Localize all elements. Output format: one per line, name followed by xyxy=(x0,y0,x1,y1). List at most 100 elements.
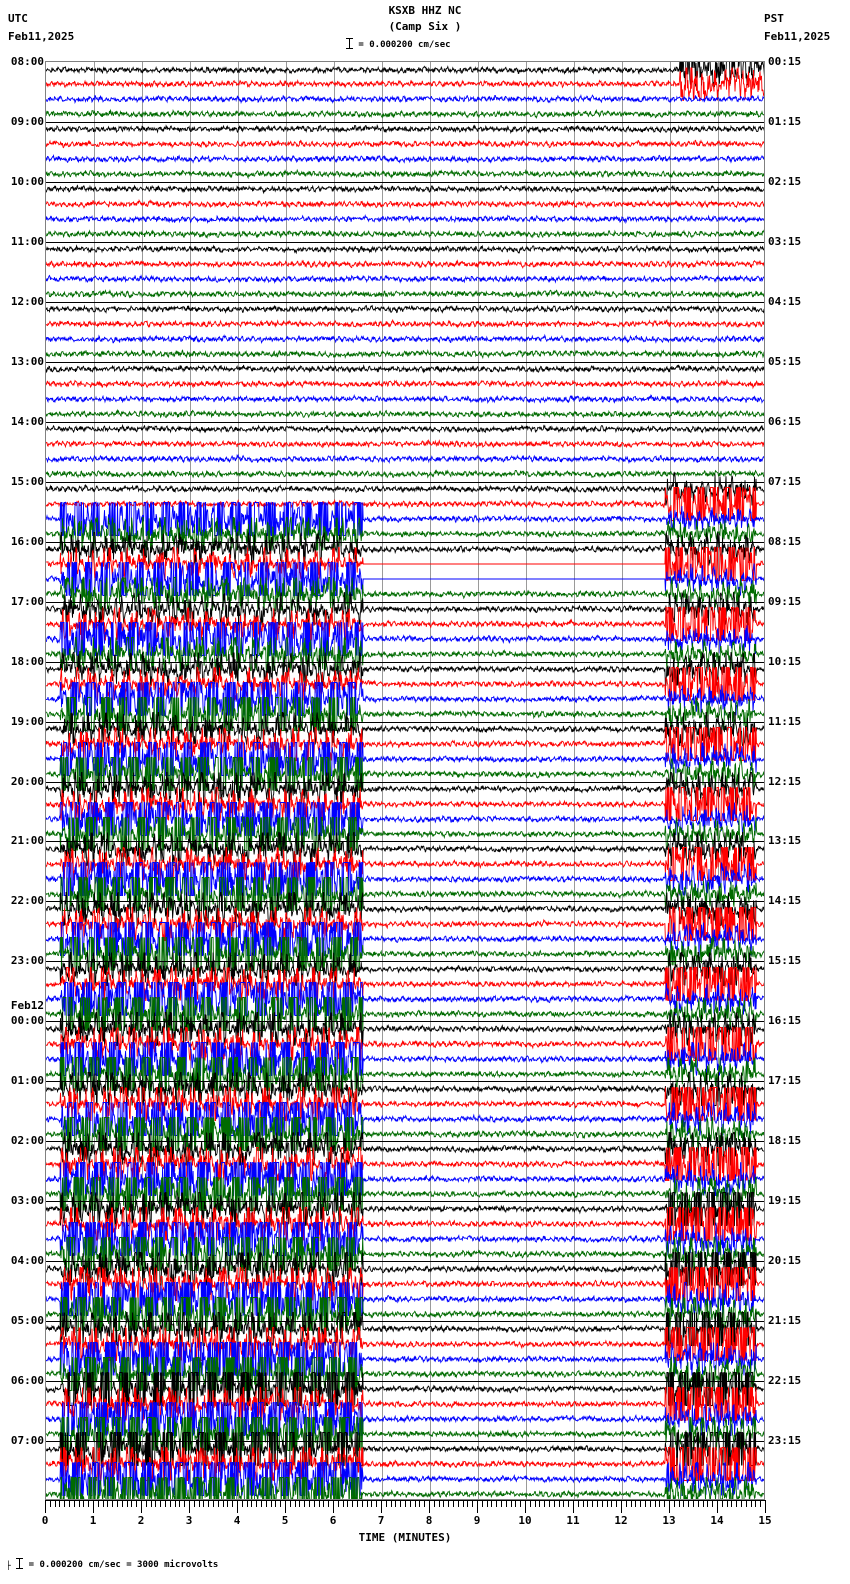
seismogram-trace xyxy=(46,1131,764,1166)
seismogram-trace xyxy=(46,697,764,731)
x-tick-minor xyxy=(453,1500,454,1507)
left-hour-label: 07:00 xyxy=(10,1434,44,1448)
seismogram-trace xyxy=(46,97,764,131)
x-tick-minor xyxy=(347,1500,349,1507)
seismogram-trace xyxy=(46,712,764,747)
x-tick-minor xyxy=(270,1500,272,1507)
x-tick-minor xyxy=(630,1500,632,1507)
header-left-timezone: UTC xyxy=(8,12,28,25)
x-tick-minor xyxy=(443,1500,445,1507)
seismogram-trace xyxy=(46,846,764,881)
seismogram-trace xyxy=(46,112,764,146)
right-hour-label: 03:15 xyxy=(768,234,802,248)
left-hour-label: 22:00 xyxy=(10,894,44,908)
gridline-horizontal xyxy=(46,841,764,843)
seismogram-trace xyxy=(46,172,764,206)
right-hour-label: 10:15 xyxy=(768,654,802,668)
seismogram-trace xyxy=(46,1386,764,1421)
left-hour-label: 02:00 xyxy=(10,1134,44,1148)
left-hour-label: 06:00 xyxy=(10,1374,44,1388)
x-tick-label: 11 xyxy=(566,1514,580,1527)
x-tick-minor xyxy=(385,1500,387,1507)
seismogram-trace xyxy=(46,1371,764,1406)
x-tick-minor xyxy=(232,1500,234,1507)
seismogram-trace xyxy=(46,652,764,687)
right-hour-label: 22:15 xyxy=(768,1374,802,1388)
x-tick-minor xyxy=(251,1500,253,1507)
gridline-horizontal xyxy=(46,1081,764,1083)
gridline-horizontal xyxy=(46,661,764,663)
x-tick-minor xyxy=(280,1500,282,1507)
x-tick-minor xyxy=(510,1500,512,1507)
x-tick-major xyxy=(717,1500,718,1513)
left-hour-label: 12:00 xyxy=(10,294,44,308)
x-tick-minor xyxy=(289,1500,291,1507)
right-hour-label: 13:15 xyxy=(768,834,802,848)
seismogram-trace xyxy=(46,1356,764,1391)
x-tick-minor xyxy=(491,1500,493,1507)
x-tick-minor xyxy=(419,1500,421,1507)
x-tick-label: 6 xyxy=(329,1514,337,1527)
seismogram-trace xyxy=(46,562,764,597)
x-tick-major xyxy=(477,1500,478,1513)
x-tick-minor xyxy=(309,1500,310,1507)
x-tick-minor xyxy=(582,1500,584,1507)
x-tick-minor xyxy=(217,1500,219,1507)
left-hour-label: 01:00 xyxy=(10,1074,44,1088)
seismogram-trace xyxy=(46,682,764,717)
seismogram-trace xyxy=(46,1236,764,1271)
x-tick-minor xyxy=(366,1500,368,1507)
seismogram-trace xyxy=(46,1041,764,1076)
x-tick-minor xyxy=(117,1500,118,1507)
x-tick-label: 0 xyxy=(41,1514,49,1527)
x-tick-major xyxy=(765,1500,766,1513)
seismogram-trace xyxy=(46,232,764,266)
x-tick-minor xyxy=(592,1500,594,1507)
x-tick-label: 4 xyxy=(233,1514,241,1527)
gridline-horizontal xyxy=(46,481,764,483)
seismogram-trace xyxy=(46,337,764,371)
x-tick-minor xyxy=(227,1500,229,1507)
seismogram-trace xyxy=(46,667,764,702)
x-tick-major xyxy=(669,1500,670,1513)
x-tick-minor xyxy=(457,1500,459,1507)
x-tick-minor xyxy=(601,1500,603,1507)
x-tick-minor xyxy=(246,1500,248,1507)
seismogram-trace xyxy=(46,127,764,161)
seismogram-trace xyxy=(46,1296,764,1331)
left-hour-label: 10:00 xyxy=(10,174,44,188)
x-tick-minor xyxy=(683,1500,685,1507)
x-tick-minor xyxy=(750,1500,752,1507)
left-hour-label: 00:00 xyxy=(10,1014,44,1028)
seismogram-trace xyxy=(46,62,764,87)
x-tick-minor xyxy=(462,1500,464,1507)
x-tick-minor xyxy=(357,1500,358,1507)
seismogram-trace xyxy=(46,217,764,251)
seismogram-trace xyxy=(46,307,764,341)
x-tick-minor xyxy=(107,1500,109,1507)
left-daybreak-label: Feb12 xyxy=(10,999,44,1013)
micro-symbol: ├ xyxy=(6,1561,11,1570)
seismogram-trace xyxy=(46,82,764,116)
x-tick-minor xyxy=(256,1500,258,1507)
right-hour-label: 07:15 xyxy=(768,474,802,488)
x-tick-minor xyxy=(587,1500,589,1507)
x-tick-minor xyxy=(438,1500,440,1507)
right-hour-label: 18:15 xyxy=(768,1134,802,1148)
seismogram-trace xyxy=(46,547,764,582)
gridline-vertical xyxy=(622,62,623,1499)
right-hour-label: 04:15 xyxy=(768,294,802,308)
x-tick-minor xyxy=(299,1500,301,1507)
x-tick-minor xyxy=(405,1500,406,1507)
gridline-horizontal xyxy=(46,1321,764,1323)
x-tick-minor xyxy=(395,1500,397,1507)
seismogram-trace xyxy=(46,502,764,537)
seismogram-trace xyxy=(46,202,764,236)
x-tick-minor xyxy=(433,1500,435,1507)
x-tick-major xyxy=(621,1500,622,1513)
x-tick-minor xyxy=(342,1500,344,1507)
right-hour-label: 02:15 xyxy=(768,174,802,188)
seismogram-trace xyxy=(46,247,764,281)
seismogram-plot-area[interactable] xyxy=(45,61,765,1500)
